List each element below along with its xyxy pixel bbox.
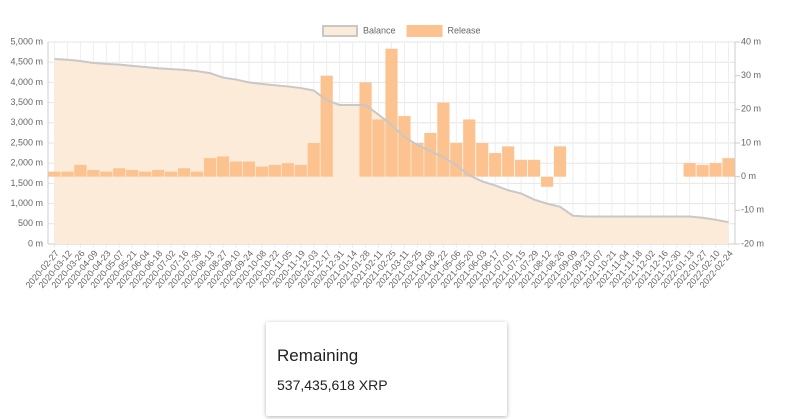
release-bar [709, 163, 722, 177]
y-tick-label: 500 m [18, 218, 43, 228]
release-bar [540, 176, 554, 187]
release-bar [320, 75, 333, 177]
release-bar [722, 158, 735, 177]
release-bar [515, 159, 528, 177]
y-tick-label: 2,000 m [10, 158, 43, 168]
y2-tick-label: 0 m [741, 171, 756, 181]
release-bar [229, 161, 243, 177]
release-bar [268, 164, 281, 177]
y2-tick-label: 20 m [741, 104, 761, 114]
y2-tick-label: 10 m [741, 137, 761, 147]
release-bar [178, 168, 191, 177]
legend-label: Release [448, 25, 481, 35]
release-bar [463, 119, 476, 177]
release-bar [242, 161, 256, 177]
remaining-card: Remaining 537,435,618 XRP [266, 322, 507, 416]
y2-tick-label: -20 m [741, 238, 764, 248]
release-bar [48, 171, 61, 177]
y-tick-label: 0 m [28, 238, 43, 248]
release-bar [126, 169, 139, 177]
release-bar [696, 164, 709, 177]
release-bar [411, 143, 424, 177]
release-bar [100, 171, 113, 177]
release-bar [255, 166, 268, 177]
release-bar [398, 116, 411, 177]
release-bar [527, 159, 541, 177]
legend-swatch [406, 25, 443, 37]
release-bar [216, 156, 230, 177]
y-tick-label: 1,500 m [10, 178, 43, 188]
release-bar [476, 143, 489, 177]
release-bar [74, 164, 87, 177]
y2-tick-label: -10 m [741, 205, 764, 215]
release-bar [683, 163, 696, 177]
release-bar [502, 146, 515, 177]
release-bar [372, 119, 385, 177]
release-bar [165, 171, 178, 177]
legend-label: Balance [363, 25, 396, 35]
release-bar [450, 143, 463, 177]
release-bar [307, 143, 320, 177]
legend-swatch [322, 25, 358, 37]
release-bar [87, 169, 100, 177]
release-bar [281, 163, 294, 177]
release-bar [553, 146, 567, 177]
y-tick-label: 4,000 m [10, 77, 43, 87]
release-bar [489, 153, 502, 177]
y-tick-label: 1,000 m [10, 198, 43, 208]
release-bar [139, 171, 152, 177]
release-bar [359, 82, 372, 177]
y2-tick-label: 40 m [741, 36, 761, 46]
release-bar [190, 171, 204, 177]
card-value: 537,435,618 XRP [277, 377, 388, 393]
release-bar [203, 158, 217, 177]
release-bar [152, 169, 165, 177]
card-title: Remaining [277, 346, 359, 365]
y-tick-label: 3,000 m [10, 117, 43, 127]
y2-tick-label: 30 m [741, 70, 761, 80]
release-bar [424, 132, 437, 177]
release-bar [61, 171, 74, 177]
release-bar [294, 164, 307, 177]
y-tick-label: 5,000 m [10, 36, 43, 46]
y-tick-label: 3,500 m [10, 97, 43, 107]
y-tick-label: 2,500 m [10, 137, 43, 147]
release-bar [113, 168, 126, 177]
chart: 0 m 500 m 1,000 m 1,500 m 2,000 m 2,500 m 3,00… [10, 25, 764, 290]
release-bar [437, 102, 450, 177]
balance-line [54, 57, 729, 224]
y-tick-label: 4,500 m [10, 57, 43, 67]
release-bar [385, 48, 398, 177]
